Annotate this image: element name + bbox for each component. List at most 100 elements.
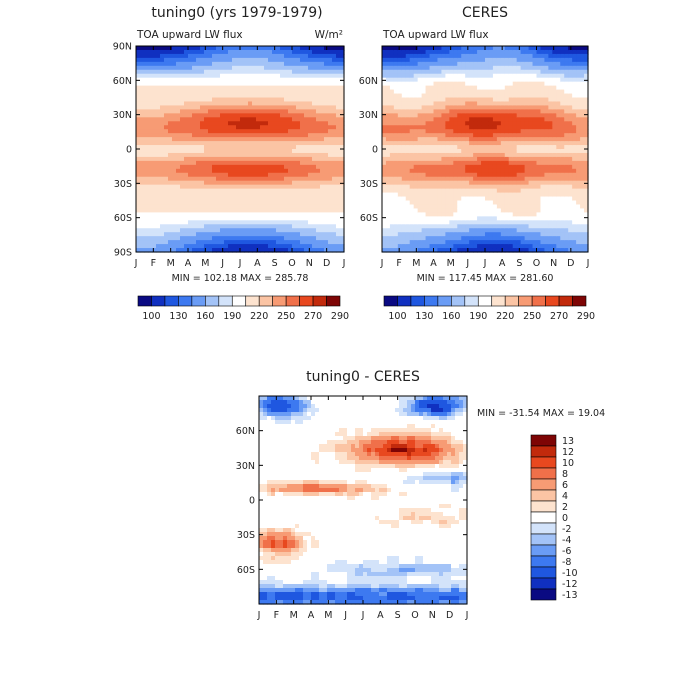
field-cell — [272, 105, 277, 110]
field-cell — [433, 81, 439, 87]
field-cell — [248, 208, 253, 213]
field-cell — [457, 69, 462, 75]
field-cell — [500, 113, 506, 118]
field-cell — [144, 196, 149, 202]
field-cell — [536, 57, 542, 63]
field-cell — [504, 46, 510, 51]
field-cell — [144, 208, 149, 213]
field-cell — [516, 196, 522, 202]
field-cell — [405, 216, 411, 221]
field-cell — [512, 117, 518, 122]
field-cell — [248, 204, 253, 210]
field-cell — [204, 164, 209, 170]
field-cell — [445, 216, 450, 221]
field-cell — [473, 133, 478, 138]
field-cell — [393, 228, 399, 233]
field-cell — [320, 49, 325, 55]
field-cell — [441, 216, 446, 221]
field-cell — [276, 160, 281, 166]
field-cell — [256, 228, 261, 233]
field-cell — [280, 216, 285, 221]
field-cell — [453, 232, 458, 237]
field-cell — [256, 109, 261, 114]
field-cell — [425, 113, 431, 118]
field-cell — [500, 125, 506, 130]
field-cell — [504, 137, 510, 142]
field-cell — [520, 49, 526, 55]
field-cell — [488, 93, 494, 99]
field-cell — [248, 133, 253, 138]
colorbar-box — [178, 295, 193, 307]
field-cell — [340, 101, 345, 107]
field-cell — [140, 105, 145, 110]
field-cell — [340, 160, 345, 166]
field-cell — [268, 53, 273, 59]
field-cell — [212, 220, 217, 225]
field-cell — [268, 61, 273, 67]
field-cell — [532, 192, 538, 198]
field-cell — [324, 160, 329, 166]
field-cell — [284, 73, 289, 79]
field-cell — [232, 69, 237, 75]
field-cell — [208, 145, 213, 150]
field-cell — [184, 69, 189, 75]
field-cell — [536, 188, 542, 194]
field-cell — [382, 216, 387, 221]
field-cell — [304, 85, 309, 91]
field-cell — [296, 149, 301, 154]
y-tick-label: 30N — [113, 110, 132, 121]
field-cell — [409, 208, 415, 213]
field-cell — [196, 69, 201, 75]
field-cell — [260, 121, 265, 126]
field-cell — [449, 73, 454, 79]
field-cell — [216, 61, 221, 67]
field-cell — [140, 113, 145, 118]
field-cell — [540, 232, 546, 237]
field-cell — [248, 184, 253, 190]
field-cell — [504, 121, 510, 126]
field-cell — [184, 164, 189, 170]
field-cell — [184, 188, 189, 194]
field-cell — [180, 141, 185, 146]
field-cell — [208, 184, 213, 190]
field-cell — [417, 220, 423, 225]
field-cell — [248, 46, 253, 51]
field-cell — [160, 212, 165, 217]
field-cell — [156, 61, 161, 67]
field-cell — [516, 145, 522, 150]
field-cell — [461, 117, 466, 122]
field-cell — [188, 145, 193, 150]
field-cell — [504, 180, 510, 186]
field-cell — [469, 89, 474, 95]
field-cell — [492, 168, 498, 174]
field-cell — [204, 65, 209, 71]
field-cell — [156, 85, 161, 91]
field-cell — [180, 204, 185, 210]
field-cell — [176, 105, 181, 110]
field-cell — [429, 93, 435, 99]
field-cell — [208, 49, 213, 55]
field-cell — [421, 156, 427, 162]
field-cell — [465, 236, 470, 241]
field-cell — [520, 149, 526, 154]
field-cell — [389, 172, 395, 178]
field-cell — [276, 212, 281, 217]
field-cell — [421, 184, 427, 190]
field-cell — [544, 101, 549, 107]
field-cell — [397, 109, 403, 114]
field-cell — [481, 160, 486, 166]
field-cell — [240, 69, 245, 75]
field-cell — [485, 121, 490, 126]
field-cell — [469, 212, 474, 217]
field-cell — [437, 49, 443, 55]
field-cell — [136, 117, 141, 122]
field-cell — [477, 85, 482, 91]
field-cell — [264, 137, 269, 142]
field-cell — [232, 73, 237, 79]
field-cell — [413, 97, 419, 103]
field-cell — [516, 77, 522, 83]
field-cell — [304, 105, 309, 110]
field-cell — [389, 49, 395, 55]
field-cell — [485, 81, 490, 87]
field-cell — [216, 141, 221, 146]
